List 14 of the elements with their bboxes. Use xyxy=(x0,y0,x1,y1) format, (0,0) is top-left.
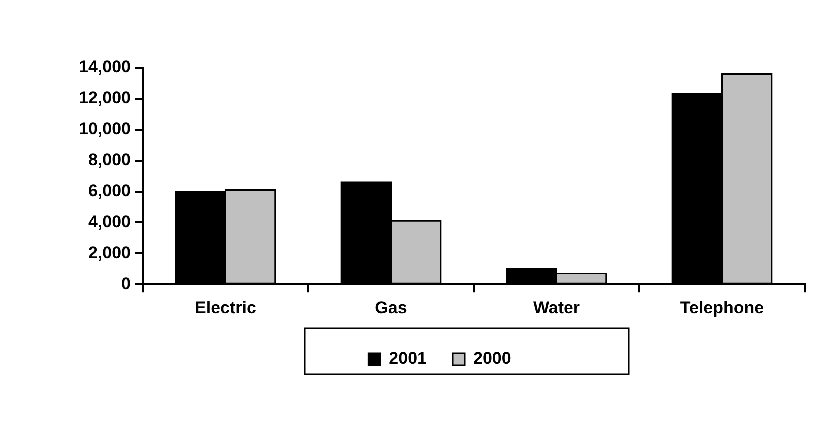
x-tick-label: Gas xyxy=(375,298,408,318)
y-tick-label: 2,000 xyxy=(88,243,131,262)
y-tick-label: 6,000 xyxy=(88,181,131,200)
y-tick-label: 4,000 xyxy=(88,212,131,232)
y-tick-label: 8,000 xyxy=(88,150,131,170)
x-tick-label: Electric xyxy=(195,298,256,318)
y-tick-label: 14,000 xyxy=(78,58,131,77)
y-tick-label: 12,000 xyxy=(78,88,131,108)
y-tick-label: 10,000 xyxy=(78,120,131,139)
legend-label: 2000 xyxy=(474,349,512,368)
y-tick-label: 0 xyxy=(122,274,131,294)
legend-label: 2001 xyxy=(389,349,428,368)
x-tick-label: Telephone xyxy=(680,298,764,318)
x-tick-label: Water xyxy=(533,298,580,318)
